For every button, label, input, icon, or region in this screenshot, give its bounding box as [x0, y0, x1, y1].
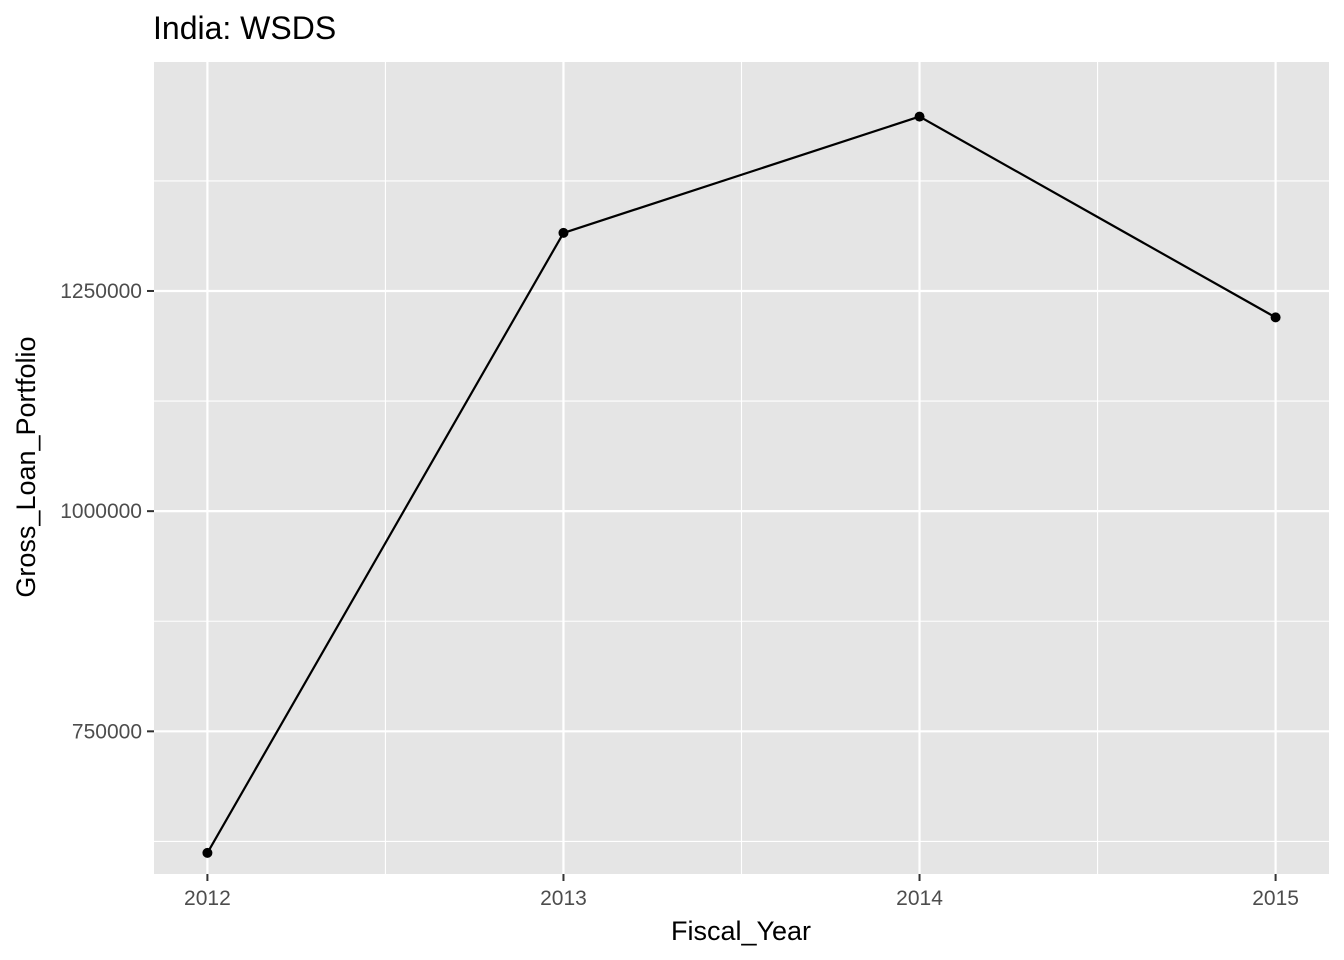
x-tick-label: 2012 [184, 887, 231, 910]
series-line [206, 115, 1277, 854]
chart-title: India: WSDS [153, 10, 336, 46]
data-point [914, 111, 925, 122]
data-point [202, 847, 213, 858]
y-tick-label: 1250000 [60, 280, 142, 303]
x-tick-label: 2013 [540, 887, 587, 910]
axes-layer: 2012 2013 2014 2015 750000 1000000 1250000 [60, 280, 1299, 910]
data-point [1270, 312, 1281, 323]
x-tick-label: 2014 [896, 887, 943, 910]
major-gridlines [154, 62, 1329, 874]
x-axis-title: Fiscal_Year [671, 916, 811, 946]
data-point [558, 227, 569, 238]
y-axis-title: Gross_Loan_Portfolio [11, 336, 41, 597]
y-tick-label: 1000000 [60, 500, 142, 523]
series-layer [202, 111, 1281, 858]
x-tick-label: 2015 [1252, 887, 1299, 910]
minor-gridlines [154, 62, 1329, 874]
y-tick-label: 750000 [72, 720, 142, 743]
